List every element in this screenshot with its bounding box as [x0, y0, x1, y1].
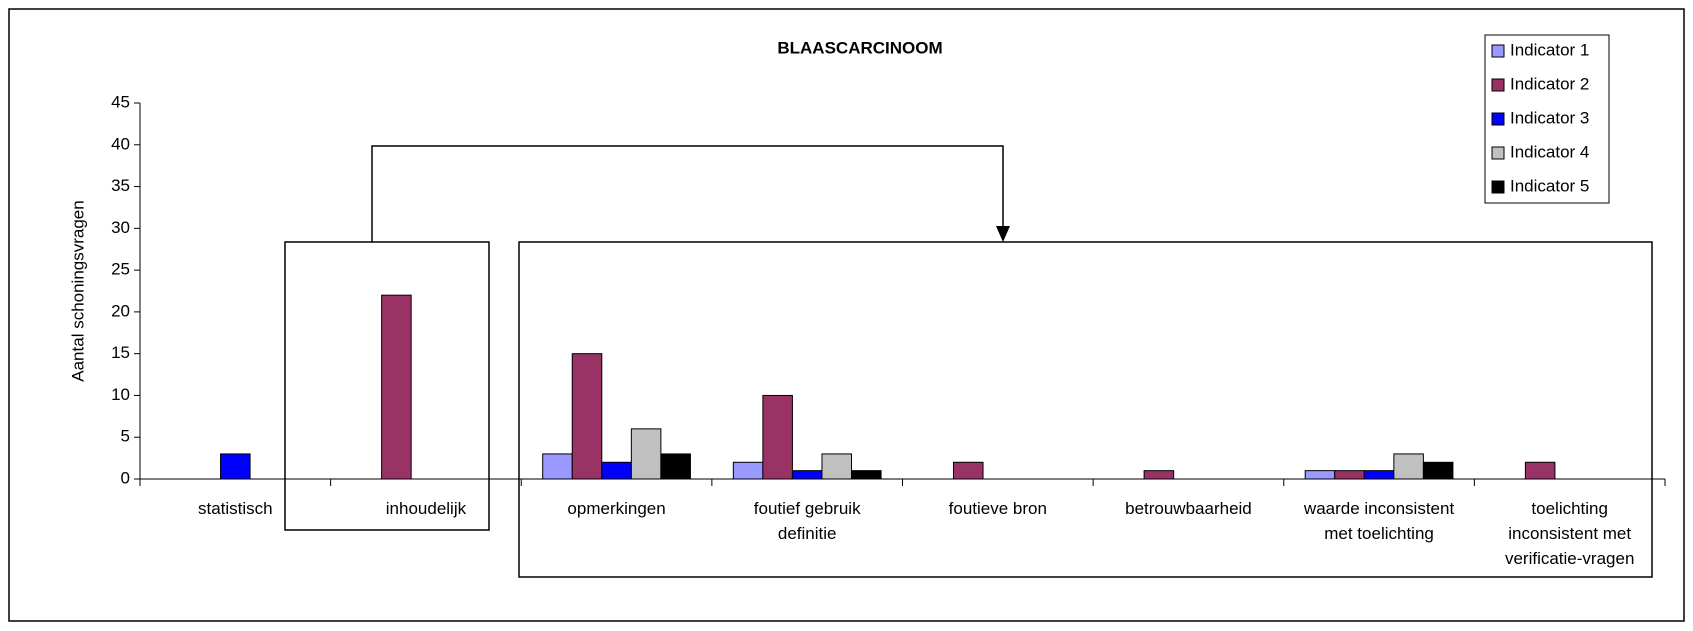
- y-tick-label: 45: [111, 92, 130, 111]
- x-tick-label: waarde inconsistent met toelichting: [1303, 499, 1455, 543]
- chart-title: BLAASCARCINOOM: [777, 38, 942, 57]
- legend-label: Indicator 2: [1510, 74, 1589, 93]
- legend-swatch: [1491, 146, 1505, 160]
- bar: [660, 453, 691, 480]
- bar: [1304, 470, 1336, 480]
- y-axis-label: Aantal schoningsvragen: [68, 200, 87, 381]
- bar: [821, 453, 853, 480]
- highlight-box: [284, 241, 490, 531]
- legend-swatch: [1491, 180, 1505, 194]
- bar: [1143, 470, 1175, 480]
- x-tick-label: opmerkingen: [567, 499, 666, 518]
- bar: [1334, 470, 1365, 480]
- bar: [952, 461, 984, 480]
- bar: [762, 394, 793, 480]
- legend-swatch: [1491, 44, 1505, 58]
- bar: [601, 461, 632, 480]
- legend-swatch: [1491, 78, 1505, 92]
- bar: [791, 470, 823, 480]
- bar: [732, 461, 764, 480]
- bar: [630, 428, 662, 480]
- bar: [542, 453, 573, 480]
- bar: [1422, 461, 1454, 480]
- bar: [571, 353, 603, 480]
- bar: [220, 453, 251, 480]
- y-tick-label: 30: [111, 218, 130, 237]
- y-tick-label: 25: [111, 260, 130, 279]
- x-tick-label: statistisch: [197, 499, 273, 518]
- legend-label: Indicator 5: [1510, 176, 1589, 195]
- y-tick-label: 0: [121, 468, 130, 487]
- x-tick-label: betrouwbaarheid: [1125, 499, 1252, 518]
- highlight-box: [518, 241, 1653, 578]
- x-tick-label: inhoudelijk: [385, 499, 467, 518]
- bar: [851, 470, 882, 480]
- bar: [1524, 461, 1556, 480]
- y-tick-label: 15: [111, 343, 130, 362]
- legend-box: [1484, 34, 1610, 204]
- arrow: [371, 145, 1004, 242]
- y-tick-label: 35: [111, 176, 130, 195]
- y-tick-label: 40: [111, 134, 130, 153]
- legend-label: Indicator 1: [1510, 40, 1589, 59]
- legend-swatch: [1491, 112, 1505, 126]
- x-tick-label: foutieve bron: [948, 499, 1047, 518]
- y-tick-label: 20: [111, 301, 130, 320]
- bar: [1393, 453, 1424, 480]
- legend-label: Indicator 3: [1510, 108, 1589, 127]
- bar: [381, 294, 412, 480]
- x-tick-label: foutief gebruik definitie: [753, 499, 861, 543]
- bar: [1363, 470, 1395, 480]
- legend-label: Indicator 4: [1510, 142, 1589, 161]
- y-tick-label: 10: [111, 385, 130, 404]
- chart-border: [8, 8, 1685, 622]
- y-tick-label: 5: [121, 427, 130, 446]
- arrow-head: [996, 226, 1010, 242]
- x-tick-label: toelichting inconsistent met verificatie…: [1504, 499, 1635, 568]
